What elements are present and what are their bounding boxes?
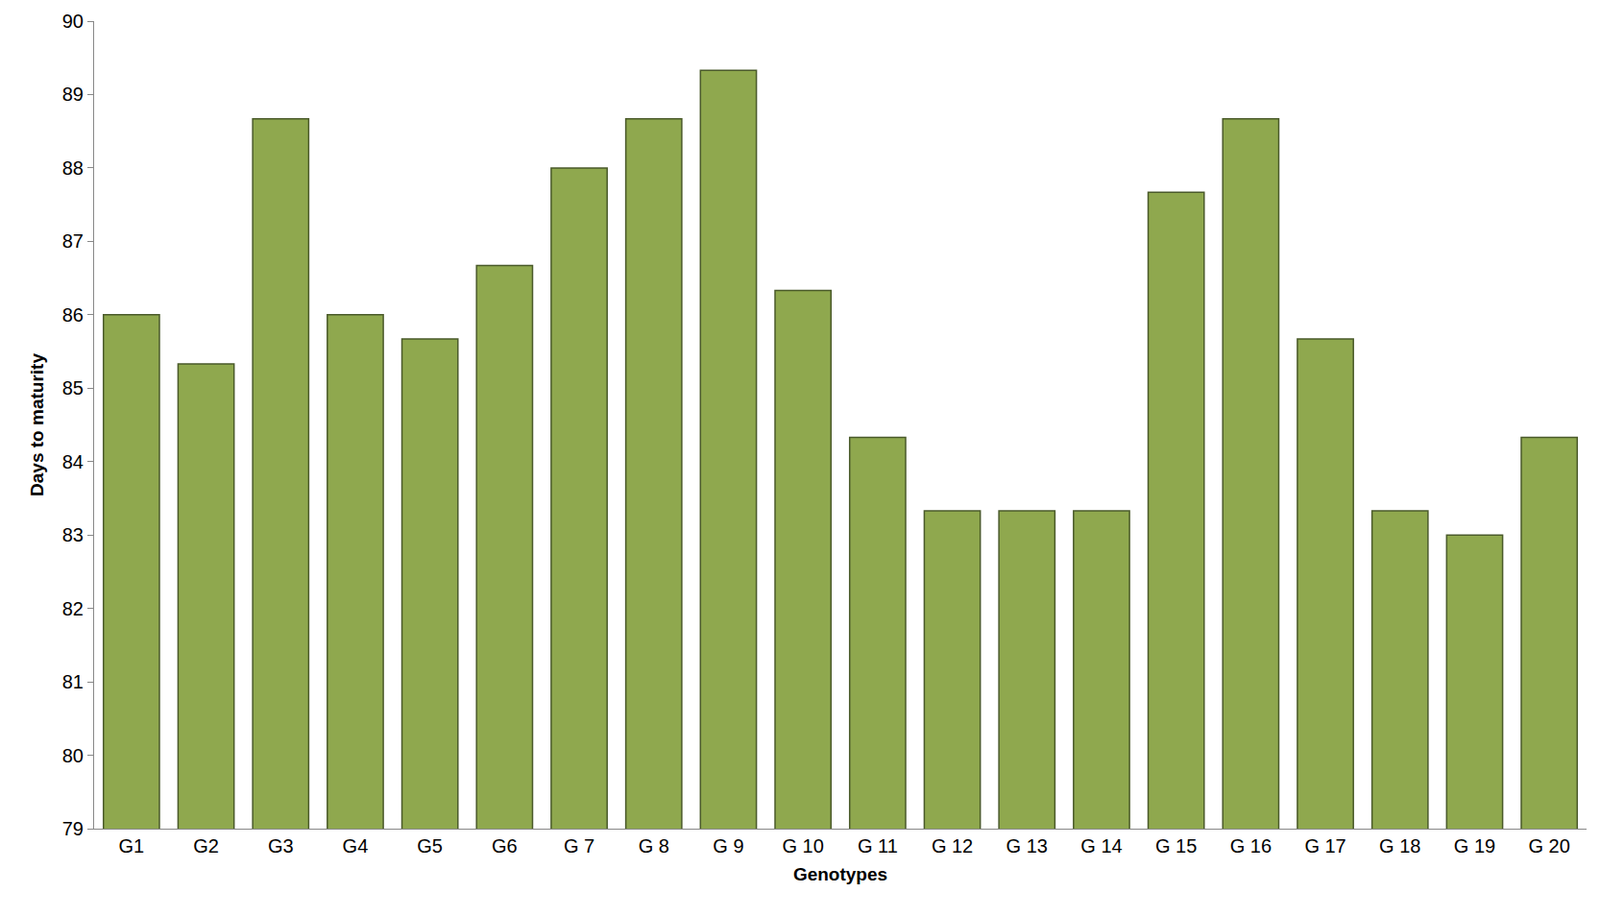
svg-text:Days to maturity: Days to maturity xyxy=(26,353,48,497)
svg-text:G 8: G 8 xyxy=(638,835,670,857)
svg-text:G 15: G 15 xyxy=(1155,835,1197,857)
svg-text:G 14: G 14 xyxy=(1080,835,1122,857)
svg-text:79: 79 xyxy=(62,818,84,840)
svg-text:G 18: G 18 xyxy=(1379,835,1421,857)
svg-text:G 19: G 19 xyxy=(1454,835,1496,857)
svg-text:G 12: G 12 xyxy=(931,835,973,857)
svg-text:G 17: G 17 xyxy=(1304,835,1346,857)
svg-text:87: 87 xyxy=(62,230,84,252)
svg-text:85: 85 xyxy=(62,377,84,399)
svg-text:G4: G4 xyxy=(342,835,369,857)
svg-text:G 9: G 9 xyxy=(712,835,744,857)
svg-text:G 16: G 16 xyxy=(1230,835,1272,857)
svg-text:G 13: G 13 xyxy=(1006,835,1048,857)
svg-text:G6: G6 xyxy=(491,835,518,857)
svg-text:G5: G5 xyxy=(416,835,443,857)
svg-text:G 20: G 20 xyxy=(1527,835,1570,857)
svg-text:G 11: G 11 xyxy=(857,835,898,857)
svg-text:86: 86 xyxy=(62,304,84,326)
svg-text:G 10: G 10 xyxy=(781,835,824,857)
svg-text:90: 90 xyxy=(62,10,84,32)
svg-text:G1: G1 xyxy=(119,835,146,857)
svg-text:88: 88 xyxy=(62,157,84,179)
svg-text:83: 83 xyxy=(62,524,84,546)
svg-text:84: 84 xyxy=(62,451,84,473)
svg-text:G3: G3 xyxy=(267,835,294,857)
svg-text:G2: G2 xyxy=(193,835,219,857)
svg-text:82: 82 xyxy=(62,598,84,620)
svg-text:G 7: G 7 xyxy=(563,835,595,857)
svg-text:80: 80 xyxy=(62,745,84,767)
svg-text:Genotypes: Genotypes xyxy=(793,864,888,885)
svg-text:81: 81 xyxy=(62,671,84,693)
svg-text:89: 89 xyxy=(62,83,84,105)
